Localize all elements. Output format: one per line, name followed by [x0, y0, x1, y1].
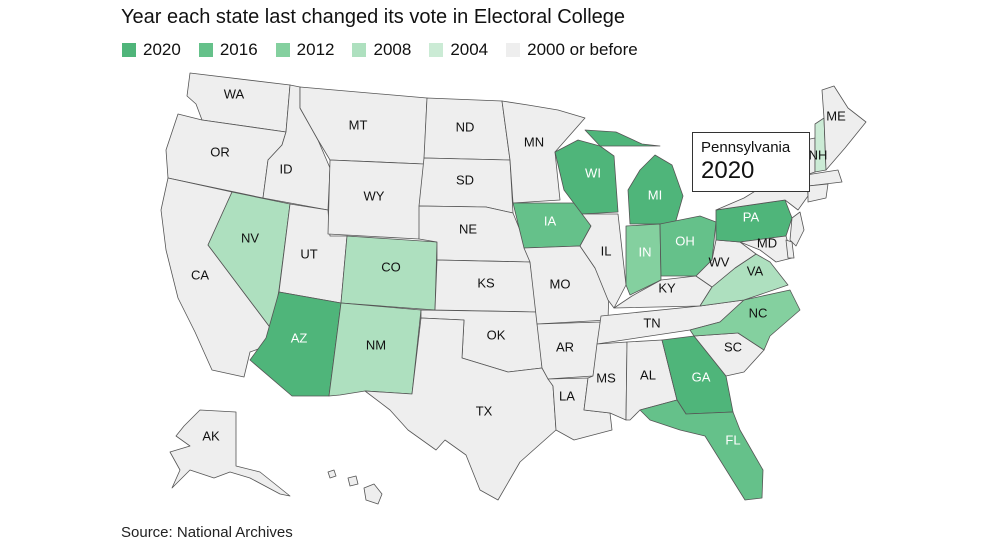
state-in[interactable]: [625, 223, 662, 296]
state-label-ca: CA: [191, 267, 209, 282]
state-nj[interactable]: [789, 211, 805, 247]
legend-label: 2012: [296, 40, 335, 59]
legend-swatch: [352, 43, 367, 57]
state-label-nc: NC: [749, 305, 768, 320]
state-label-mt: MT: [349, 117, 368, 132]
state-label-az: AZ: [291, 330, 308, 345]
state-label-in: IN: [639, 244, 652, 259]
state-de[interactable]: [785, 239, 795, 259]
state-tx[interactable]: [364, 317, 557, 501]
state-label-mi: MI: [648, 187, 662, 202]
legend-label: 2020: [143, 40, 181, 59]
state-label-ar: AR: [556, 339, 574, 354]
chart-title: Year each state last changed its vote in…: [121, 6, 626, 28]
legend: 2020 2016 2012 2008 2004 2000 or before: [122, 40, 638, 60]
legend-swatch: [429, 43, 444, 57]
state-label-ne: NE: [459, 221, 477, 236]
legend-label: 2000 or before: [527, 40, 638, 59]
state-label-ok: OK: [487, 327, 506, 342]
state-label-tn: TN: [643, 315, 660, 330]
legend-item-2008: 2008: [352, 40, 411, 60]
state-label-nv: NV: [241, 230, 259, 245]
state-label-nd: ND: [456, 119, 475, 134]
state-label-ga: GA: [692, 369, 711, 384]
tooltip-state-name: Pennsylvania: [701, 139, 791, 156]
state-label-pa: PA: [743, 209, 760, 224]
legend-label: 2004: [450, 40, 489, 59]
state-ct[interactable]: [807, 183, 829, 203]
legend-label: 2016: [219, 40, 258, 59]
state-label-va: VA: [747, 263, 764, 278]
state-label-sc: SC: [724, 339, 742, 354]
state-labels: WA OR CA ID NV UT AZ MT WY CO NM ND SD N…: [191, 86, 846, 447]
legend-label: 2008: [373, 40, 412, 59]
state-label-md: MD: [757, 235, 777, 250]
state-label-ia: IA: [544, 213, 557, 228]
legend-swatch: [198, 43, 213, 57]
state-label-wv: WV: [709, 254, 730, 269]
state-label-nm: NM: [366, 337, 386, 352]
state-label-mo: MO: [550, 276, 571, 291]
state-label-wy: WY: [364, 188, 385, 203]
source-note: Source: National Archives: [121, 524, 293, 541]
state-il[interactable]: [579, 213, 627, 309]
state-label-sd: SD: [456, 172, 474, 187]
tooltip-year: 2020: [701, 157, 755, 184]
state-wi[interactable]: [554, 139, 619, 215]
state-ak[interactable]: [169, 409, 291, 497]
state-tooltip: Pennsylvania 2020: [692, 132, 810, 192]
state-label-ms: MS: [596, 370, 616, 385]
state-fl[interactable]: [639, 399, 764, 501]
state-label-al: AL: [640, 367, 656, 382]
state-label-tx: TX: [476, 403, 493, 418]
state-label-ak: AK: [202, 428, 220, 443]
state-label-ky: KY: [658, 280, 676, 295]
state-md[interactable]: [739, 235, 793, 263]
state-label-oh: OH: [675, 233, 695, 248]
state-wv[interactable]: [695, 239, 757, 288]
legend-item-2000-or-before: 2000 or before: [506, 40, 638, 60]
legend-swatch: [506, 43, 521, 57]
state-ar[interactable]: [536, 321, 602, 380]
state-label-nh: NH: [809, 147, 828, 162]
state-label-or: OR: [210, 144, 230, 159]
state-label-wa: WA: [224, 86, 245, 101]
state-label-co: CO: [381, 259, 401, 274]
legend-swatch: [275, 43, 290, 57]
state-label-mn: MN: [524, 134, 544, 149]
state-label-il: IL: [601, 243, 612, 258]
state-mi[interactable]: [584, 129, 684, 225]
state-label-fl: FL: [725, 432, 740, 447]
legend-item-2016: 2016: [198, 40, 258, 60]
state-label-la: LA: [559, 388, 575, 403]
legend-swatch: [122, 43, 136, 57]
state-label-me: ME: [826, 108, 846, 123]
legend-item-2012: 2012: [275, 40, 335, 60]
state-label-ut: UT: [300, 246, 317, 261]
legend-item-2020: 2020: [122, 40, 181, 60]
state-me[interactable]: [821, 85, 867, 171]
state-label-id: ID: [280, 161, 293, 176]
legend-item-2004: 2004: [429, 40, 488, 60]
state-nc[interactable]: [689, 289, 801, 351]
state-label-wi: WI: [585, 165, 601, 180]
state-label-ks: KS: [477, 275, 495, 290]
state-hi[interactable]: [327, 469, 383, 505]
